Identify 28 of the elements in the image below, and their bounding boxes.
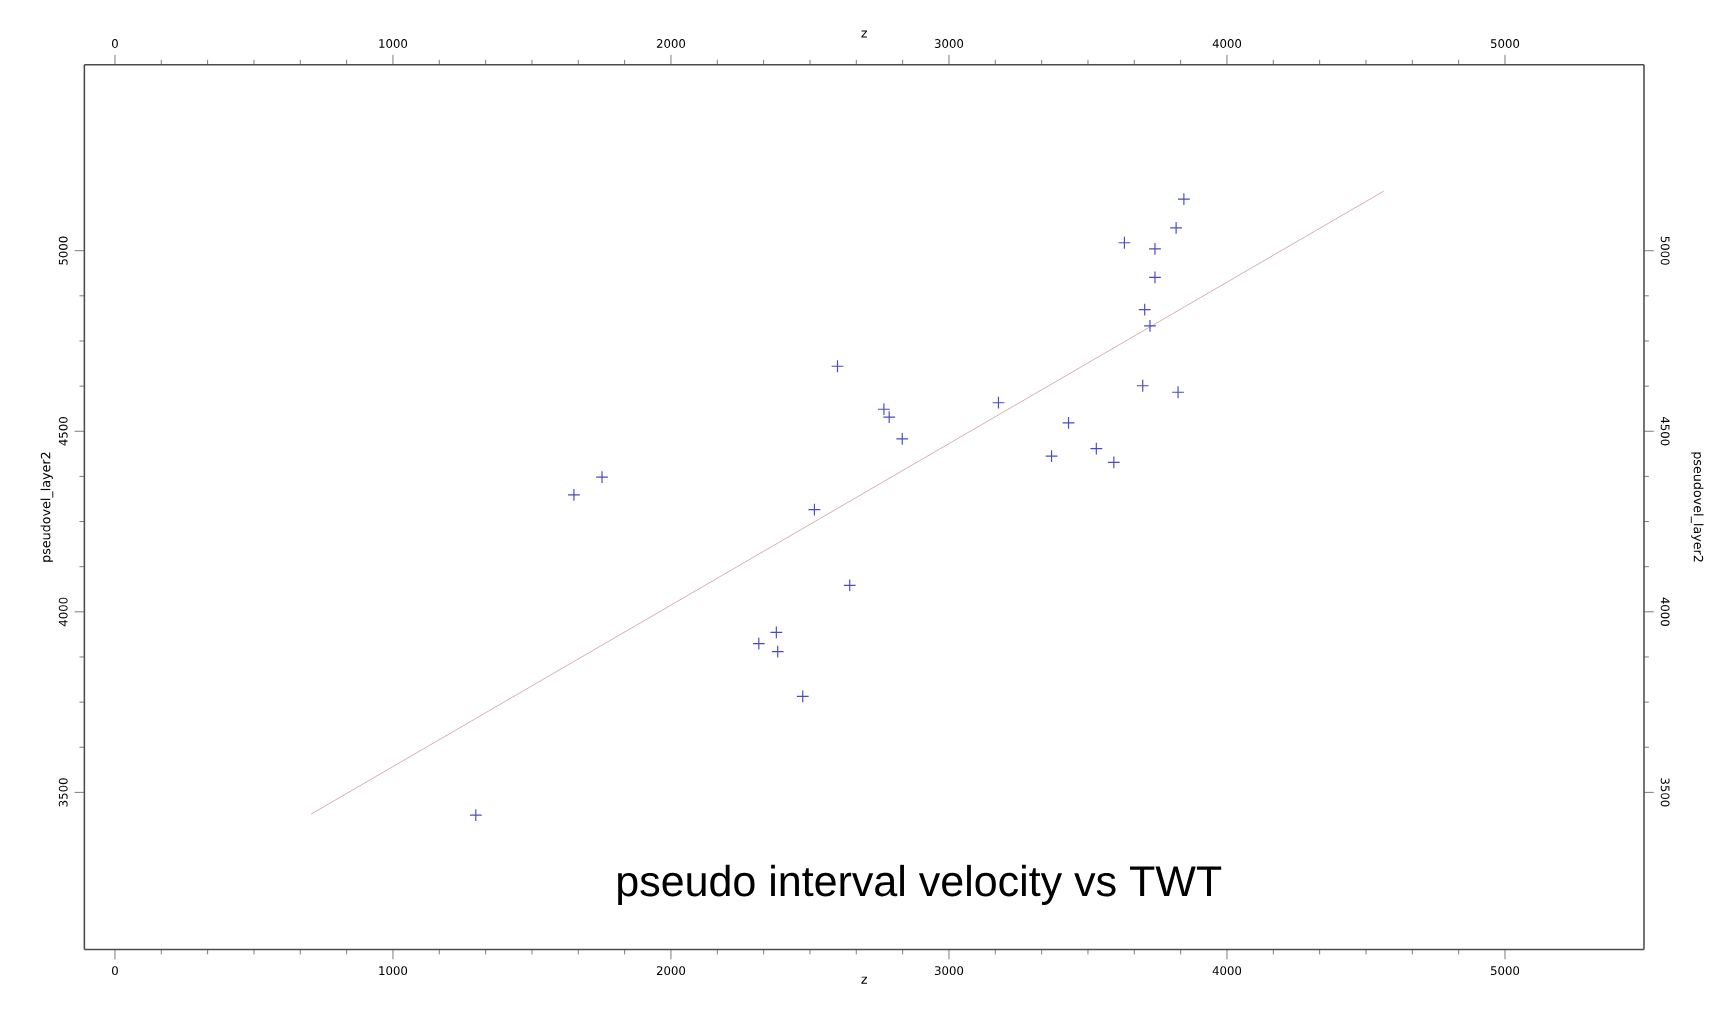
point	[1117, 236, 1131, 250]
point	[991, 396, 1005, 410]
point	[831, 359, 844, 373]
point	[1171, 385, 1185, 399]
point	[1148, 270, 1162, 284]
point	[1107, 455, 1121, 469]
point	[1143, 319, 1157, 333]
point	[1045, 449, 1059, 463]
point	[895, 432, 909, 446]
point	[752, 637, 766, 650]
point	[771, 644, 785, 658]
point	[1177, 192, 1191, 206]
point	[769, 625, 783, 639]
point	[796, 689, 810, 703]
annotation: pseudo interval velocity vs TWT	[618, 864, 1222, 905]
point	[1148, 242, 1162, 256]
point	[1062, 416, 1075, 430]
point	[843, 578, 857, 592]
point	[1136, 379, 1150, 393]
point	[1138, 302, 1152, 316]
point	[807, 503, 821, 516]
point	[882, 410, 896, 424]
point	[877, 402, 891, 416]
point	[1089, 441, 1103, 455]
point	[567, 488, 581, 502]
point	[469, 808, 483, 822]
point	[595, 470, 609, 484]
point	[1169, 221, 1183, 235]
